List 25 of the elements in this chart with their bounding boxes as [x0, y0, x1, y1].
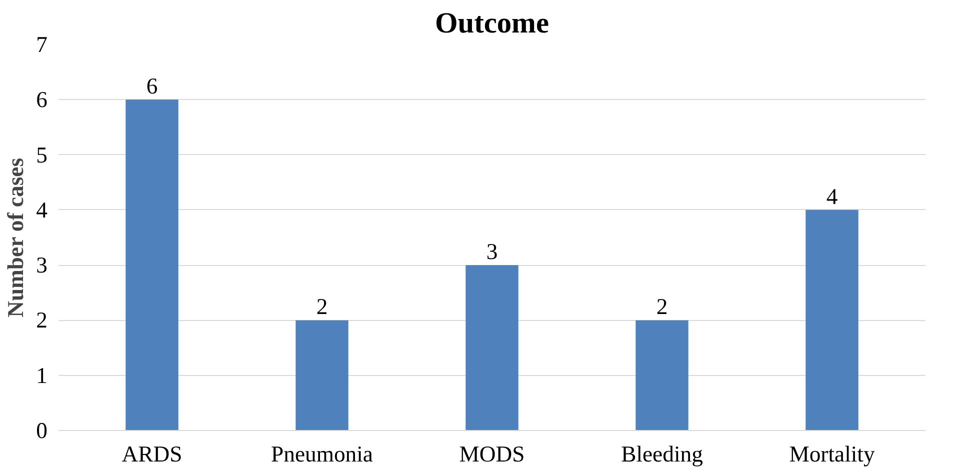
data-label: 4 [826, 184, 838, 209]
bar [126, 100, 178, 430]
x-tick-label: ARDS [122, 442, 182, 466]
data-label: 3 [486, 239, 498, 264]
y-tick-label: 2 [36, 308, 48, 333]
y-axis-title: Number of cases [3, 158, 28, 318]
data-label: 2 [656, 294, 668, 320]
bar [636, 320, 688, 430]
y-tick-label: 4 [36, 197, 48, 222]
y-tick-label: 7 [36, 32, 48, 57]
y-tick-label: 0 [36, 418, 48, 443]
bar [806, 210, 858, 430]
y-tick-label: 1 [36, 362, 48, 388]
y-tick-label: 3 [36, 252, 48, 278]
x-tick-label: MODS [459, 442, 525, 466]
y-tick-label: 5 [36, 142, 48, 168]
data-label: 6 [146, 74, 158, 99]
bar [296, 320, 348, 430]
y-tick-label: 6 [36, 87, 48, 112]
data-label: 2 [316, 294, 328, 320]
bar [466, 265, 518, 430]
x-tick-label: Bleeding [621, 442, 703, 466]
x-tick-label: Pneumonia [271, 442, 373, 466]
chart-title: Outcome [434, 8, 550, 40]
x-tick-label: Mortality [789, 442, 876, 466]
